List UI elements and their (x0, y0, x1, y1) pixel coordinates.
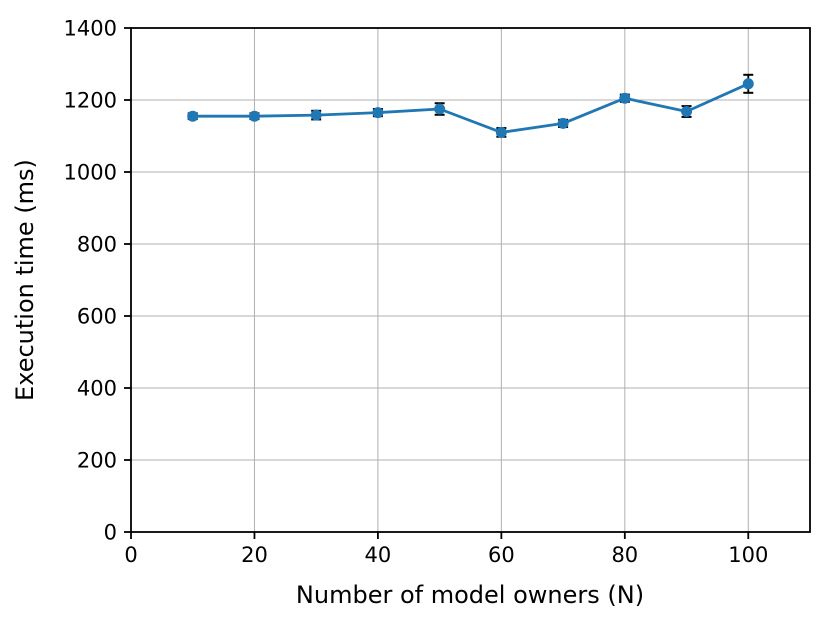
y-tick-label: 0 (104, 521, 117, 545)
x-tick-label: 80 (611, 543, 638, 567)
y-tick-label: 200 (77, 449, 117, 473)
data-markers (187, 78, 754, 138)
plot-border (130, 27, 811, 533)
data-point (742, 78, 754, 90)
gridlines (130, 27, 810, 533)
y-tick-label: 1200 (64, 89, 117, 113)
data-point (434, 103, 446, 115)
x-tick-label: 0 (124, 543, 137, 567)
data-point (310, 109, 322, 121)
y-tick-label: 400 (77, 377, 117, 401)
data-point (557, 117, 569, 129)
data-point (495, 126, 507, 138)
data-line (191, 82, 750, 134)
y-tick-label: 600 (77, 305, 117, 329)
data-point (372, 107, 384, 119)
x-tick-labels: 0 20 40 60 80 100 (124, 543, 768, 567)
x-tick-label: 60 (488, 543, 515, 567)
error-bars (187, 73, 754, 138)
y-tick-label: 1000 (64, 161, 117, 185)
data-point (248, 110, 260, 122)
x-tick-label: 20 (241, 543, 268, 567)
axis-ticks (124, 27, 750, 539)
y-tick-labels: 0 200 400 600 800 1000 1200 1400 (64, 17, 117, 545)
data-point (187, 110, 199, 122)
x-tick-label: 40 (365, 543, 392, 567)
data-point (681, 106, 693, 118)
x-tick-label: 100 (728, 543, 768, 567)
y-axis-label: Execution time (ms) (11, 159, 39, 401)
x-axis-label: Number of model owners (N) (296, 581, 644, 609)
y-tick-label: 800 (77, 233, 117, 257)
data-point (619, 92, 631, 104)
y-tick-label: 1400 (64, 17, 117, 41)
